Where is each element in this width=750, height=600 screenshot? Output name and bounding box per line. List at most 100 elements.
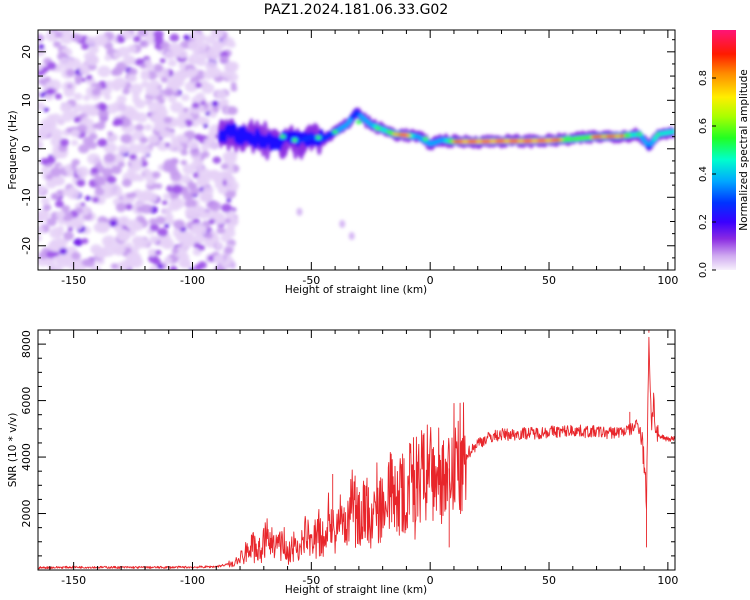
- noise-speckle: [224, 246, 234, 255]
- noise-speckle: [56, 256, 70, 268]
- noise-speckle: [68, 110, 79, 119]
- noise-speckle: [38, 44, 45, 50]
- noise-speckle: [153, 30, 164, 39]
- noise-speckle: [100, 109, 109, 117]
- noise-speckle: [166, 76, 182, 89]
- noise-speckle: [110, 263, 119, 270]
- noise-speckle: [133, 35, 141, 43]
- noise-speckle: [171, 140, 181, 148]
- noise-speckle: [181, 240, 192, 249]
- noise-speckle: [113, 117, 124, 126]
- noise-speckle: [74, 34, 83, 42]
- snr-plot-area: [38, 330, 675, 570]
- noise-speckle: [116, 229, 131, 242]
- noise-speckle: [45, 173, 53, 180]
- noise-speckle: [38, 209, 50, 222]
- noise-speckle: [197, 244, 206, 251]
- noise-speckle: [85, 74, 93, 81]
- noise-speckle: [151, 89, 161, 97]
- spectrogram-heatmap: [38, 30, 675, 270]
- noise-speckle: [103, 94, 112, 101]
- y-tick-label: 20: [20, 45, 33, 59]
- snr-frame: [37, 329, 676, 571]
- noise-speckle: [193, 224, 208, 237]
- noise-speckle: [163, 257, 173, 265]
- noise-speckle: [132, 130, 145, 140]
- noise-speckle: [131, 92, 140, 99]
- ridge-green: [279, 134, 286, 139]
- snr-x-label: Height of straight line (km): [285, 584, 427, 596]
- x-tick-label: -100: [180, 274, 205, 287]
- noise-speckle: [169, 33, 180, 42]
- noise-speckle: [46, 217, 57, 227]
- noise-speckle: [163, 50, 175, 60]
- ridge-green: [374, 126, 381, 131]
- snr-y-ticks: 2000 4000 6000 8000: [20, 329, 675, 571]
- noise-speckle: [81, 238, 89, 245]
- ridge-green: [636, 132, 643, 137]
- noise-speckle: [187, 40, 201, 51]
- noise-speckle: [90, 265, 102, 270]
- noise-speckle: [40, 197, 51, 205]
- noise-speckle: [85, 36, 97, 46]
- noise-speckle: [38, 225, 44, 234]
- noise-speckle: [54, 31, 63, 39]
- noise-speckle: [201, 151, 210, 159]
- noise-speckle: [145, 192, 158, 203]
- noise-speckle: [160, 76, 169, 83]
- noise-speckle: [101, 167, 113, 177]
- noise-speckle: [139, 39, 150, 48]
- noise-speckle: [89, 133, 98, 141]
- noise-speckle: [84, 195, 92, 201]
- noise-speckle: [112, 77, 127, 89]
- noise-speckle: [94, 248, 108, 259]
- noise-speckle: [127, 58, 136, 65]
- x-tick-label: -50: [302, 274, 320, 287]
- noise-speckle: [44, 126, 53, 134]
- y-tick-label: 0: [20, 145, 33, 152]
- noise-speckle: [134, 123, 144, 132]
- noise-speckle: [92, 196, 100, 203]
- noise-speckle: [170, 101, 184, 113]
- noise-speckle: [214, 181, 224, 189]
- noise-speckle: [163, 88, 174, 97]
- noise-speckle: [194, 133, 203, 141]
- noise-speckle: [75, 207, 84, 214]
- noise-speckle: [104, 54, 113, 61]
- noise-speckle: [79, 66, 90, 76]
- noise-speckle: [182, 107, 189, 113]
- colorbar-tick-label: 0.2: [698, 214, 709, 230]
- snr-series-line: [38, 330, 675, 570]
- noise-speckle: [178, 258, 191, 268]
- noise-speckle: [160, 237, 175, 250]
- noise-speckle: [67, 186, 78, 195]
- colorbar-tick-label: 0.6: [698, 118, 709, 134]
- noise-speckle: [185, 68, 197, 78]
- noise-speckle: [55, 210, 66, 219]
- noise-speckle: [59, 33, 73, 45]
- noise-speckle: [49, 227, 63, 239]
- noise-speckle: [38, 102, 46, 111]
- noise-speckle: [202, 123, 209, 129]
- noise-speckle: [147, 248, 158, 257]
- x-tick-label: 100: [657, 274, 678, 287]
- noise-speckle: [46, 61, 57, 70]
- noise-speckle: [171, 248, 179, 254]
- noise-speckle: [53, 239, 61, 246]
- noise-speckle: [220, 233, 231, 243]
- noise-speckle: [153, 121, 167, 132]
- x-tick-label: 50: [542, 574, 556, 587]
- noise-speckle: [126, 44, 137, 54]
- noise-speckle: [81, 43, 90, 50]
- y-tick-label: 4000: [20, 443, 33, 471]
- noise-speckle: [72, 103, 84, 113]
- noise-speckle: [226, 224, 235, 233]
- noise-speckle: [225, 180, 239, 192]
- noise-speckle: [38, 184, 46, 195]
- noise-speckle: [215, 89, 227, 100]
- noise-speckle: [190, 75, 200, 84]
- x-tick-label: 50: [542, 274, 556, 287]
- ridge-green: [332, 129, 339, 134]
- noise-speckle: [63, 231, 75, 241]
